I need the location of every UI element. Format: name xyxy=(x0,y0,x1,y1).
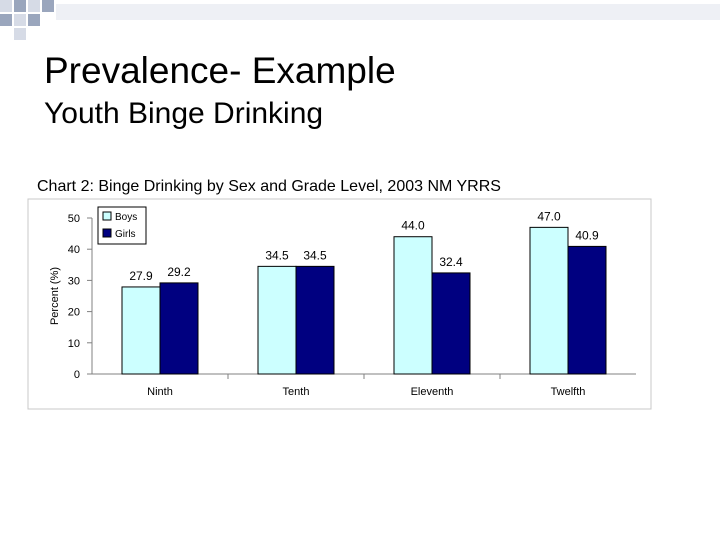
legend-swatch-boys xyxy=(102,211,112,221)
page-title: Prevalence- Example xyxy=(44,50,396,91)
bar-boys xyxy=(257,265,297,375)
y-tick-label: 40 xyxy=(68,244,80,256)
y-tick-label: 20 xyxy=(68,307,80,319)
legend-swatch-girls xyxy=(102,228,112,238)
bar-girls xyxy=(295,265,335,375)
chart-title: Chart 2: Binge Drinking by Sex and Grade… xyxy=(37,178,501,195)
y-axis-label: Percent (%) xyxy=(49,267,61,325)
legend-label-boys: Boys xyxy=(115,212,137,223)
bar-girls xyxy=(159,282,199,375)
bar-boys xyxy=(121,286,161,375)
bar-girls xyxy=(567,245,607,375)
data-label: 27.9 xyxy=(129,269,153,283)
x-tick-label: Tenth xyxy=(283,386,310,398)
y-tick-label: 30 xyxy=(68,275,80,287)
x-tick-label: Eleventh xyxy=(411,386,454,398)
x-tick-label: Twelfth xyxy=(551,386,586,398)
bar-girls xyxy=(431,272,471,375)
legend-label-girls: Girls xyxy=(115,229,136,240)
data-label: 34.5 xyxy=(303,248,327,262)
decorative-squares xyxy=(0,0,720,40)
page-subtitle: Youth Binge Drinking xyxy=(44,97,324,130)
data-label: 47.0 xyxy=(537,209,561,223)
data-label: 44.0 xyxy=(401,219,425,233)
bar-boys xyxy=(393,236,433,375)
bar-boys xyxy=(529,226,569,375)
data-label: 34.5 xyxy=(265,248,289,262)
data-label: 32.4 xyxy=(439,255,463,269)
y-tick-label: 50 xyxy=(68,213,80,225)
y-tick-label: 10 xyxy=(68,338,80,350)
y-tick-label: 0 xyxy=(74,369,80,381)
data-label: 29.2 xyxy=(167,265,191,279)
x-tick-label: Ninth xyxy=(147,386,173,398)
data-label: 40.9 xyxy=(575,228,599,242)
